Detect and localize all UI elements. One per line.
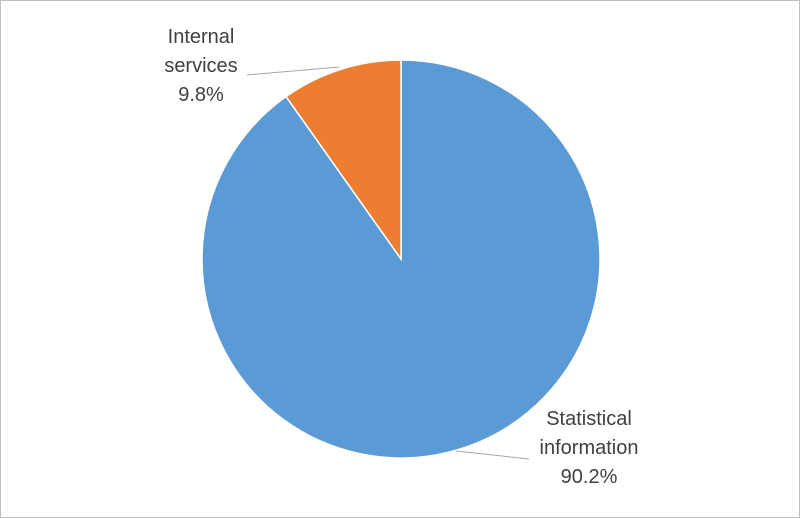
label-statistical-line2: information xyxy=(540,437,639,459)
pie-slice-internal-services xyxy=(285,59,402,262)
label-internal-line2: services xyxy=(164,55,237,77)
pie-slices xyxy=(201,59,601,459)
label-internal-line1: Internal xyxy=(168,26,235,48)
leader-lines xyxy=(246,66,530,460)
label-internal-percent: 9.8% xyxy=(178,84,224,106)
label-statistical-line1: Statistical xyxy=(546,408,632,430)
leader-line-statistical xyxy=(455,450,530,460)
label-statistical-percent: 90.2% xyxy=(561,466,618,488)
leader-line-internal xyxy=(246,66,340,76)
